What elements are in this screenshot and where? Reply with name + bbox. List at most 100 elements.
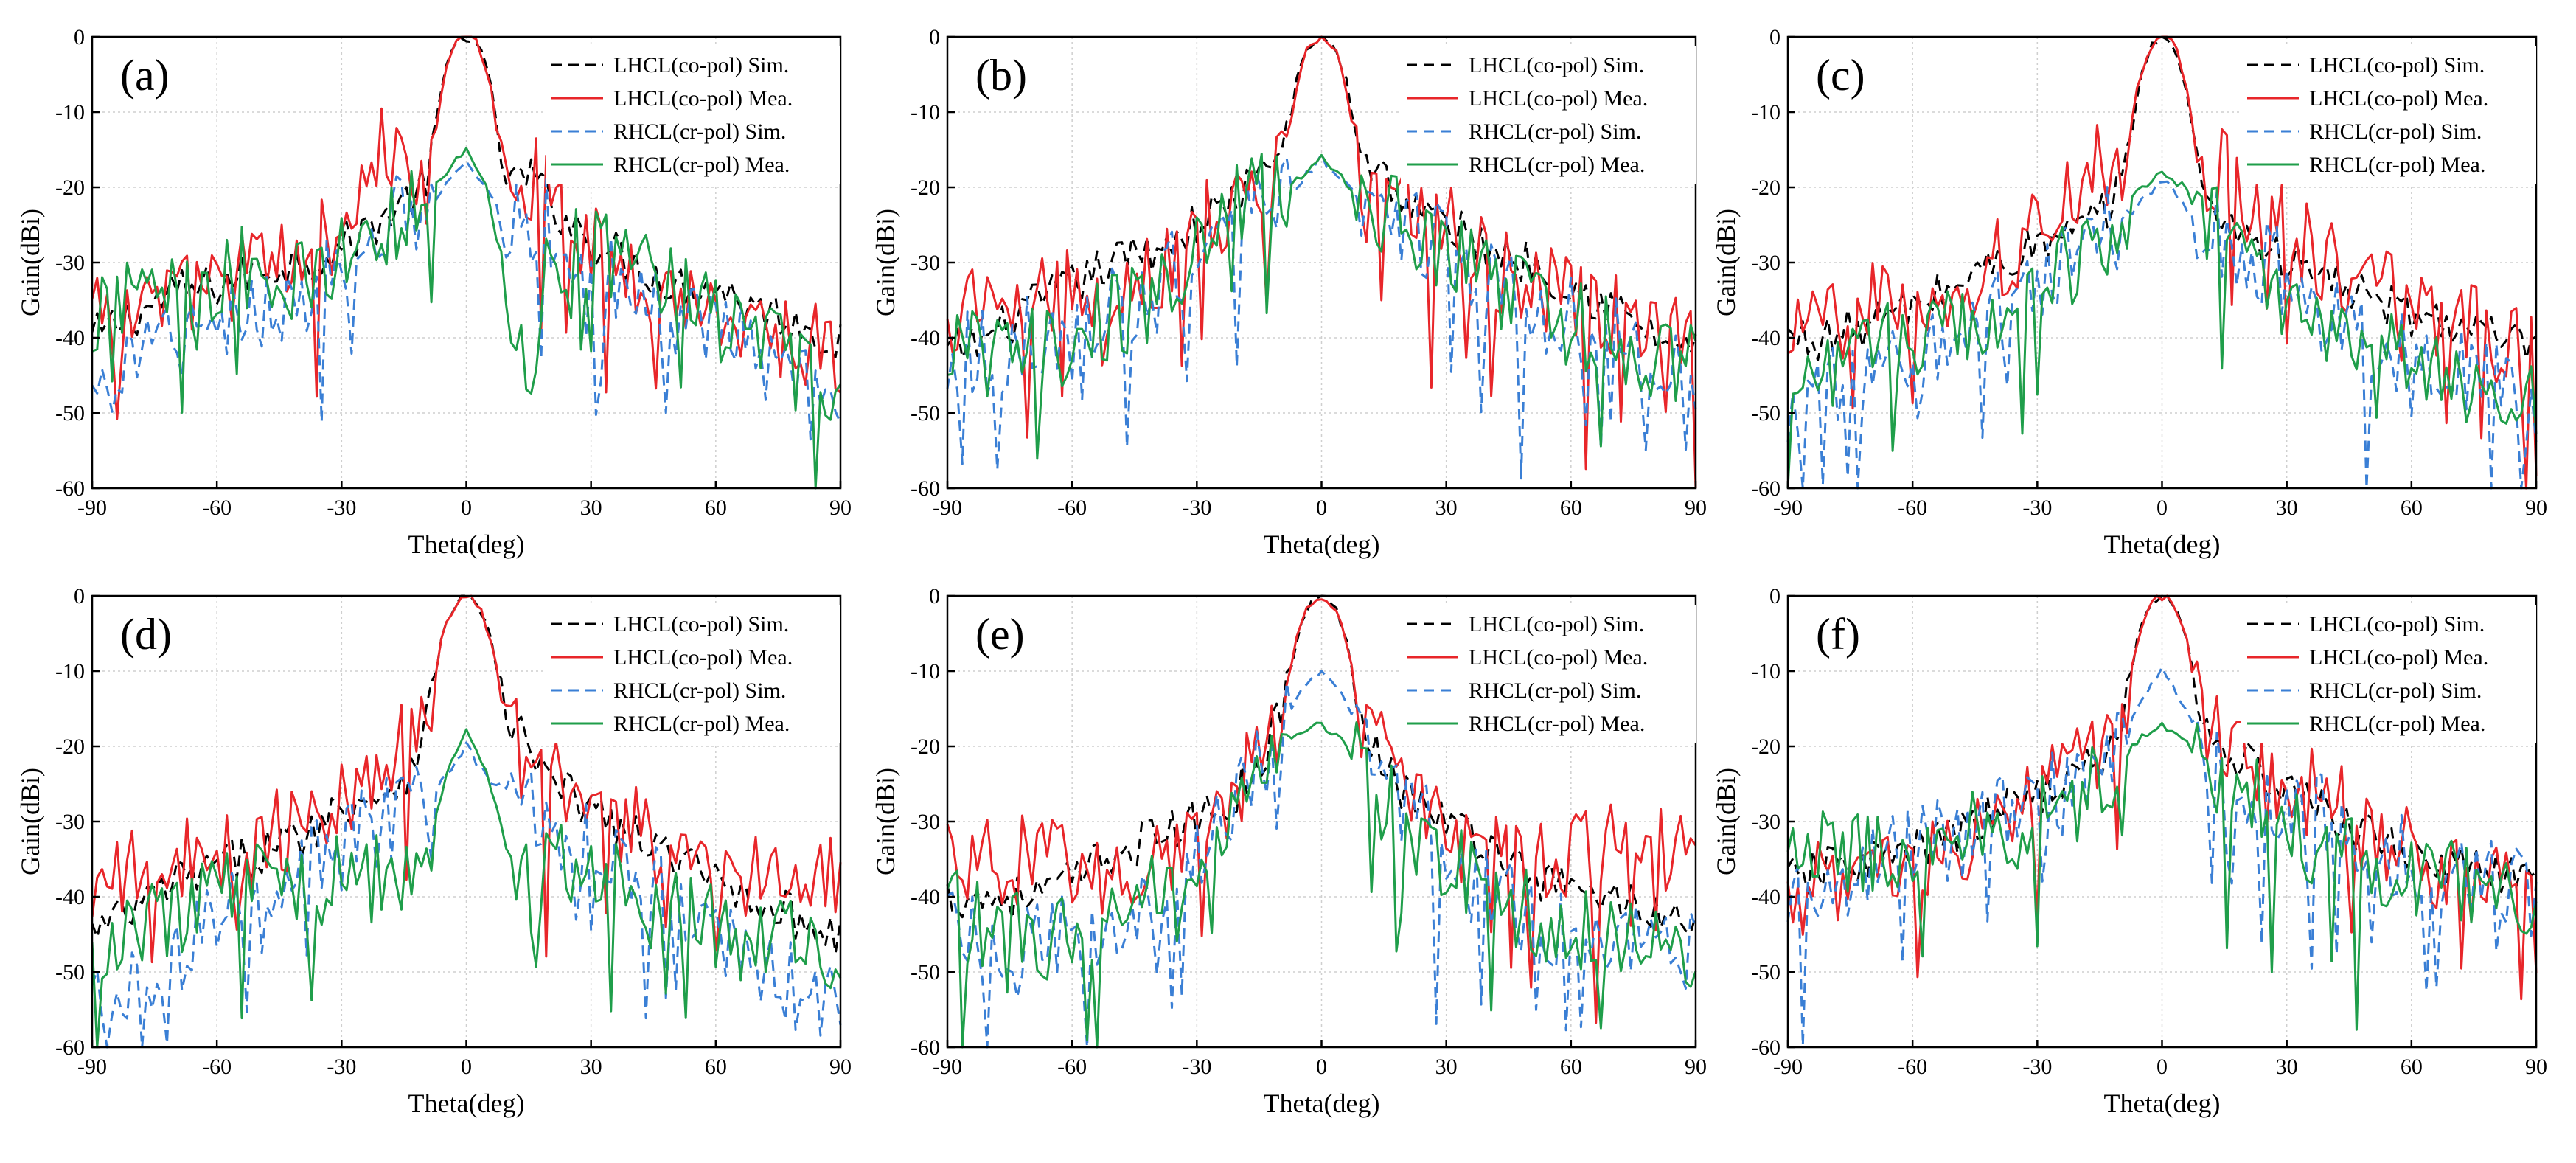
x-axis-title: Theta(deg) — [408, 530, 525, 559]
x-tick-label: 60 — [2401, 1055, 2423, 1079]
y-tick-label: 0 — [1769, 584, 1780, 608]
x-tick-label: 60 — [1560, 496, 1582, 520]
x-tick-label: 60 — [2401, 496, 2423, 520]
y-tick-label: -40 — [1751, 885, 1780, 909]
x-tick-label: 90 — [1685, 1055, 1707, 1079]
x-tick-label: -60 — [202, 1055, 232, 1079]
legend-label: LHCL(co-pol) Mea. — [1469, 645, 1648, 670]
x-tick-label: 0 — [1316, 496, 1327, 520]
chart-panel-d: -90 -60 -30 0 30 60 900-10-20-30-40-50-60Theta… — [15, 584, 852, 1118]
x-tick-label: -30 — [1182, 1055, 1211, 1079]
y-tick-label: -20 — [911, 735, 940, 759]
x-tick-label: -60 — [1057, 496, 1087, 520]
legend-label: RHCL(cr-pol) Mea. — [1469, 153, 1645, 177]
x-tick-label: 0 — [2156, 496, 2168, 520]
legend-label: RHCL(cr-pol) Sim. — [613, 119, 786, 144]
legend-label: LHCL(co-pol) Mea. — [613, 645, 793, 670]
chart-panel-a: -90 -60 -30 0 30 60 900-10-20-30-40-50-60Theta… — [15, 25, 852, 559]
series-line-rhcp-sim — [91, 741, 842, 1049]
legend-label: LHCL(co-pol) Mea. — [1469, 86, 1648, 111]
y-tick-label: -10 — [911, 659, 940, 684]
y-tick-label: -50 — [911, 401, 940, 426]
y-tick-label: -40 — [55, 885, 85, 909]
legend-label: RHCL(cr-pol) Mea. — [2309, 153, 2485, 177]
y-tick-label: -10 — [1751, 100, 1780, 125]
x-tick-label: 90 — [1685, 496, 1707, 520]
legend-background — [1401, 605, 1696, 743]
series-line-rhcp-mea — [91, 147, 842, 490]
legend-label: RHCL(cr-pol) Sim. — [613, 678, 786, 703]
x-axis-title: Theta(deg) — [408, 1089, 525, 1118]
y-axis-title: Gain(dBi) — [1711, 209, 1741, 316]
series-line-rhcp-mea — [1786, 721, 2538, 1031]
series-line-lhcp-mea — [946, 598, 1697, 1024]
x-tick-label: -90 — [933, 1055, 962, 1079]
x-tick-label: 30 — [580, 1055, 602, 1079]
y-tick-label: -10 — [1751, 659, 1780, 684]
x-tick-label: -30 — [1182, 496, 1211, 520]
x-axis-title: Theta(deg) — [2104, 530, 2221, 559]
y-tick-label: -20 — [55, 735, 85, 759]
legend-label: LHCL(co-pol) Mea. — [2309, 86, 2488, 111]
y-tick-label: -50 — [1751, 401, 1780, 426]
y-tick-label: -60 — [55, 476, 85, 501]
x-tick-label: 0 — [461, 1055, 472, 1079]
legend-background — [1401, 46, 1696, 184]
x-tick-label: -60 — [1898, 1055, 1927, 1079]
series-line-rhcp-mea — [1786, 170, 2538, 489]
y-tick-label: -20 — [55, 176, 85, 200]
series-line-rhcp-sim — [947, 670, 1697, 1049]
panel-label: (e) — [975, 610, 1025, 659]
legend-label: LHCL(co-pol) Sim. — [613, 612, 789, 636]
legend-label: RHCL(cr-pol) Sim. — [2309, 678, 2482, 703]
legend-label: LHCL(co-pol) Mea. — [613, 86, 793, 111]
legend: LHCL(co-pol) Sim. LHCL(co-pol) Mea. RHCL(c… — [546, 605, 840, 743]
y-tick-label: 0 — [929, 584, 940, 608]
y-tick-label: -50 — [55, 401, 85, 426]
legend-label: RHCL(cr-pol) Sim. — [1469, 119, 1641, 144]
x-tick-label: -30 — [327, 1055, 356, 1079]
x-tick-label: -90 — [933, 496, 962, 520]
chart-panel-f: -90 -60 -30 0 30 60 900-10-20-30-40-50-60Theta… — [1711, 584, 2547, 1118]
y-tick-label: -10 — [55, 100, 85, 125]
x-tick-label: -30 — [2022, 496, 2052, 520]
series-line-rhcp-mea — [946, 721, 1697, 1049]
legend-label: RHCL(cr-pol) Sim. — [2309, 119, 2482, 144]
y-tick-label: -30 — [55, 810, 85, 834]
y-tick-label: -40 — [911, 885, 940, 909]
legend-label: RHCL(cr-pol) Mea. — [613, 712, 790, 736]
x-tick-label: 60 — [705, 496, 727, 520]
x-tick-label: 90 — [829, 496, 852, 520]
y-tick-label: -20 — [1751, 735, 1780, 759]
x-tick-label: 0 — [461, 496, 472, 520]
legend-label: LHCL(co-pol) Sim. — [2309, 53, 2485, 77]
y-tick-label: -30 — [1751, 810, 1780, 834]
chart-panel-b: -90 -60 -30 0 30 60 900-10-20-30-40-50-60Theta… — [871, 25, 1707, 559]
x-tick-label: -60 — [1898, 496, 1927, 520]
y-tick-label: -60 — [55, 1035, 85, 1060]
y-tick-label: 0 — [74, 584, 85, 608]
legend-label: RHCL(cr-pol) Mea. — [613, 153, 790, 177]
x-tick-label: -60 — [1057, 1055, 1087, 1079]
y-tick-label: -50 — [911, 960, 940, 985]
legend: LHCL(co-pol) Sim. LHCL(co-pol) Mea. RHCL(c… — [2241, 605, 2536, 743]
x-tick-label: 60 — [705, 1055, 727, 1079]
x-tick-label: 90 — [829, 1055, 852, 1079]
legend-background — [546, 46, 840, 184]
legend-label: RHCL(cr-pol) Mea. — [2309, 712, 2485, 736]
x-tick-label: 30 — [1435, 1055, 1458, 1079]
y-tick-label: -40 — [1751, 326, 1780, 350]
legend-background — [546, 605, 840, 743]
y-tick-label: 0 — [929, 25, 940, 49]
x-tick-label: -90 — [1773, 496, 1803, 520]
y-tick-label: -10 — [55, 659, 85, 684]
panel-label: (c) — [1816, 51, 1865, 100]
legend: LHCL(co-pol) Sim. LHCL(co-pol) Mea. RHCL(c… — [546, 46, 840, 184]
y-tick-label: -40 — [911, 326, 940, 350]
legend-background — [2241, 46, 2536, 184]
legend-label: RHCL(cr-pol) Sim. — [1469, 678, 1641, 703]
x-tick-label: 0 — [1316, 1055, 1327, 1079]
panel-label: (b) — [975, 51, 1027, 100]
y-axis-title: Gain(dBi) — [871, 209, 900, 316]
x-tick-label: -90 — [77, 496, 107, 520]
